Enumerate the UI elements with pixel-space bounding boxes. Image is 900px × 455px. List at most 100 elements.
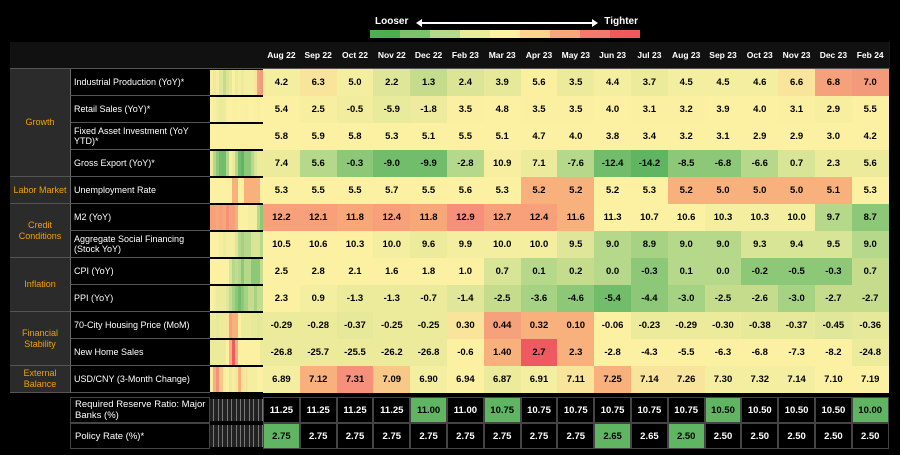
history-tick (210, 151, 214, 176)
policy-value-cell: 2.50 (815, 423, 852, 449)
value-cell: 9.0 (594, 231, 631, 258)
history-tick (244, 286, 248, 311)
history-tick (231, 151, 235, 176)
value-cell: -2.5 (704, 285, 742, 312)
category-credit-conditions: Credit Conditions (10, 204, 70, 258)
value-cell: 10.0 (483, 231, 521, 258)
value-cell: -5.5 (667, 339, 705, 366)
value-cell: -3.0 (667, 285, 705, 312)
value-cell: 5.9 (299, 123, 337, 150)
history-tick (238, 151, 242, 176)
value-cell: 12.1 (299, 204, 337, 231)
value-cell: -25.5 (336, 339, 374, 366)
value-cell: 6.89 (263, 366, 300, 393)
policy-value-cell: 10.00 (851, 397, 889, 423)
history-tick (216, 286, 220, 311)
value-cell: 0.9 (299, 285, 337, 312)
value-cell: 10.7 (631, 204, 668, 231)
history-tick (250, 70, 254, 95)
indicator-label: Fixed Asset Investment (YoY YTD)* (70, 123, 210, 150)
history-tick (235, 286, 239, 311)
value-cell: -24.8 (851, 339, 889, 366)
history-tick (253, 313, 257, 338)
indicator-label: CPI (YoY) (70, 258, 210, 285)
value-cell: 4.6 (741, 69, 779, 96)
row-history-strip (210, 205, 264, 230)
history-tick (219, 425, 224, 447)
history-tick (228, 399, 233, 421)
policy-value-cell: 11.25 (336, 397, 374, 423)
history-tick (250, 124, 254, 149)
value-cell: 3.9 (704, 96, 742, 123)
history-tick (210, 205, 214, 230)
history-tick (222, 70, 226, 95)
value-cell: 2.9 (778, 123, 815, 150)
value-cell: -0.37 (778, 312, 815, 339)
value-cell: 2.9 (741, 123, 779, 150)
value-cell: 9.5 (557, 231, 595, 258)
history-tick (247, 178, 251, 203)
china-macro-heatmap-table: Aug 22 Sep 22 Oct 22 Nov 22 Dec 22 Feb 23 Mar … (10, 42, 890, 451)
history-tick (231, 70, 235, 95)
history-tick (235, 367, 239, 392)
value-cell: 5.5 (299, 177, 337, 204)
history-tick (225, 178, 229, 203)
history-tick (210, 178, 214, 203)
legend-tighter-label: Tighter (604, 16, 638, 27)
value-cell: -5.9 (373, 96, 411, 123)
history-tick (256, 70, 260, 95)
value-cell: 2.9 (815, 96, 852, 123)
value-cell: -0.28 (299, 312, 337, 339)
value-cell: -0.23 (631, 312, 668, 339)
value-cell: 12.9 (447, 204, 484, 231)
history-tick (244, 124, 248, 149)
history-tick (213, 151, 217, 176)
value-cell: -7.3 (778, 339, 815, 366)
history-tick (241, 205, 245, 230)
history-tick (231, 367, 235, 392)
history-tick (241, 232, 245, 257)
history-tick (225, 124, 229, 149)
history-tick (228, 124, 232, 149)
value-cell: -1.3 (373, 285, 411, 312)
value-cell: -2.7 (851, 285, 889, 312)
history-tick (219, 367, 223, 392)
indicator-label: Gross Export (YoY)* (70, 150, 210, 177)
value-cell: 4.0 (557, 123, 595, 150)
value-cell: -26.8 (263, 339, 300, 366)
row-history-strip (210, 340, 264, 365)
history-tick (250, 178, 254, 203)
indicator-label: 70-City Housing Price (MoM) (70, 312, 210, 339)
value-cell: 4.2 (263, 69, 300, 96)
history-tick (225, 205, 229, 230)
history-tick (228, 313, 232, 338)
history-tick (235, 205, 239, 230)
value-cell: 6.94 (447, 366, 484, 393)
value-cell: 5.3 (373, 123, 411, 150)
value-cell: 3.0 (815, 123, 852, 150)
value-cell: 3.4 (631, 123, 668, 150)
legend-swatch (370, 30, 400, 38)
history-tick (210, 124, 214, 149)
value-cell: 0.1 (520, 258, 558, 285)
value-cell: 5.1 (815, 177, 852, 204)
history-tick (241, 425, 246, 447)
history-tick (225, 232, 229, 257)
value-cell: -26.2 (373, 339, 411, 366)
value-cell: 5.0 (778, 177, 815, 204)
history-tick (256, 124, 260, 149)
category-external-balance: External Balance (10, 366, 70, 393)
value-cell: 1.0 (447, 258, 484, 285)
value-cell: 9.5 (815, 231, 852, 258)
history-tick (216, 313, 220, 338)
history-tick (260, 97, 264, 122)
history-tick (228, 178, 232, 203)
history-tick (210, 367, 214, 392)
legend-swatch (430, 30, 460, 38)
month-header: Dec 22 (414, 50, 443, 60)
history-tick (260, 205, 264, 230)
history-tick (210, 313, 214, 338)
value-cell: -4.6 (557, 285, 595, 312)
history-tick (244, 313, 248, 338)
history-tick (231, 313, 235, 338)
